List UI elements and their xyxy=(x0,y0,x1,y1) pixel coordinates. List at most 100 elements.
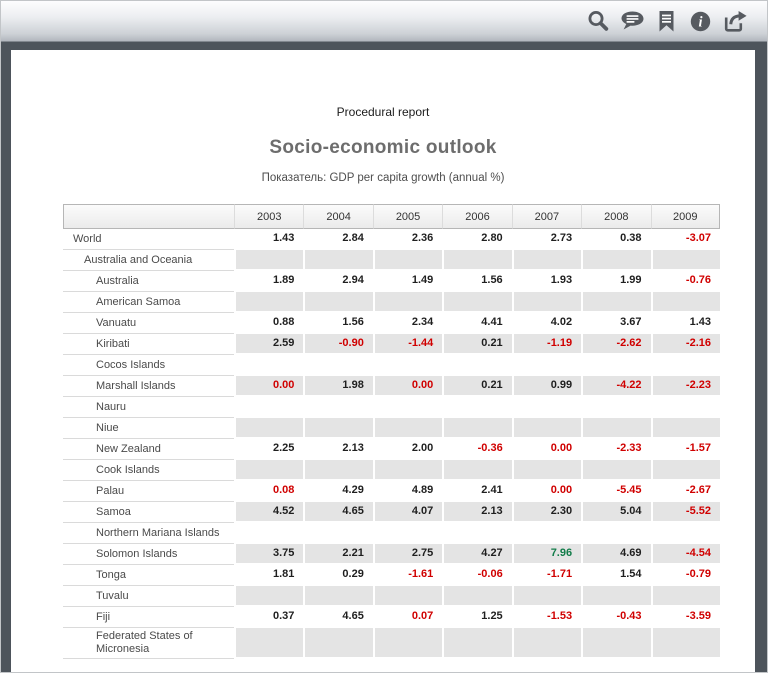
row-label: Kiribati xyxy=(63,334,234,355)
value-cell: 4.65 xyxy=(303,502,373,523)
value-cell: -2.23 xyxy=(650,376,720,397)
info-button[interactable]: i xyxy=(687,8,714,35)
value-cell: -3.07 xyxy=(650,229,720,250)
value-cell: 2.00 xyxy=(372,439,443,460)
value-cell xyxy=(303,292,373,313)
value-cell xyxy=(650,586,720,607)
value-cell xyxy=(303,523,373,544)
value-cell: 1.49 xyxy=(372,271,443,292)
value-cell xyxy=(303,397,373,418)
value-cell: 7.96 xyxy=(511,544,582,565)
value-cell: 2.25 xyxy=(234,439,304,460)
value-cell xyxy=(372,628,443,659)
value-cell: 3.75 xyxy=(234,544,304,565)
search-button[interactable] xyxy=(585,8,612,35)
value-cell: -0.90 xyxy=(303,334,373,355)
table-row: Kiribati 2.59 -0.90 -1.44 0.21 -1.19 -2.62 -2.1… xyxy=(63,334,720,355)
row-label: Fiji xyxy=(63,607,234,628)
value-cell: 1.43 xyxy=(234,229,304,250)
value-cell xyxy=(303,460,373,481)
value-cell xyxy=(511,628,582,659)
value-cell xyxy=(234,292,304,313)
value-cell xyxy=(581,250,651,271)
value-cell: 2.34 xyxy=(372,313,443,334)
value-cell: -0.36 xyxy=(442,439,512,460)
value-cell: -0.79 xyxy=(650,565,720,586)
value-cell: -2.62 xyxy=(581,334,651,355)
row-label: Nauru xyxy=(63,397,234,418)
table-row: Solomon Islands 3.75 2.21 2.75 4.27 7.96 4.69-… xyxy=(63,544,720,565)
export-button[interactable] xyxy=(721,8,748,35)
value-cell: 1.54 xyxy=(581,565,651,586)
value-cell xyxy=(303,250,373,271)
table-row: Australia 1.89 2.94 1.49 1.56 1.93 1.99 -0.76 xyxy=(63,271,720,292)
value-cell: 1.56 xyxy=(303,313,373,334)
value-cell: -0.76 xyxy=(650,271,720,292)
table-row: Tuvalu xyxy=(63,586,720,607)
value-cell xyxy=(511,418,582,439)
value-cell xyxy=(442,628,512,659)
value-cell: 2.84 xyxy=(303,229,373,250)
table-row: Federated States of Micronesia xyxy=(63,628,720,659)
table-row: Fiji 0.37 4.65 0.07 1.25 -1.53 -0.43 -3.59 xyxy=(63,607,720,628)
value-cell: 4.27 xyxy=(442,544,512,565)
year-header-cell: 2006 xyxy=(442,204,512,229)
value-cell xyxy=(442,250,512,271)
bookmark-button[interactable] xyxy=(653,8,680,35)
value-cell xyxy=(581,460,651,481)
value-cell xyxy=(581,397,651,418)
row-label: Niue xyxy=(63,418,234,439)
value-cell: 4.07 xyxy=(372,502,443,523)
value-cell xyxy=(234,397,304,418)
year-header-cell: 2004 xyxy=(303,204,373,229)
year-header-cell: 2008 xyxy=(581,204,651,229)
value-cell: 0.38 xyxy=(581,229,651,250)
value-cell xyxy=(372,397,443,418)
value-cell: 0.29 xyxy=(303,565,373,586)
row-label: Solomon Islands xyxy=(63,544,234,565)
value-cell xyxy=(234,250,304,271)
value-cell: -4.54 xyxy=(650,544,720,565)
value-cell: 0.00 xyxy=(511,439,582,460)
value-cell xyxy=(442,397,512,418)
value-cell: 2.13 xyxy=(303,439,373,460)
report-title: Socio-economic outlook xyxy=(269,137,497,158)
value-cell xyxy=(372,586,443,607)
comments-button[interactable] xyxy=(619,8,646,35)
value-cell: 2.75 xyxy=(372,544,443,565)
row-label: Marshall Islands xyxy=(63,376,234,397)
report-kicker: Procedural report xyxy=(336,105,430,119)
value-cell xyxy=(303,628,373,659)
value-cell xyxy=(372,250,443,271)
table-row: Vanuatu 0.88 1.56 2.34 4.41 4.02 3.67 1.43 xyxy=(63,313,720,334)
value-cell: 0.08 xyxy=(234,481,304,502)
value-cell xyxy=(234,460,304,481)
value-cell xyxy=(442,586,512,607)
value-cell: -1.57 xyxy=(650,439,720,460)
value-cell xyxy=(442,292,512,313)
value-cell xyxy=(303,586,373,607)
report-page: Procedural report Socio-economic outlook… xyxy=(11,50,755,672)
value-cell: 2.41 xyxy=(442,481,512,502)
value-cell xyxy=(511,586,582,607)
value-cell xyxy=(581,586,651,607)
value-cell: 2.73 xyxy=(511,229,582,250)
table-row: Palau 0.08 4.29 4.89 2.41 0.00 -5.45 -2.67 xyxy=(63,481,720,502)
table-header-row: 2003 2004 2005 2006 2007 2008 2009 xyxy=(63,204,720,229)
year-header-cell: 2005 xyxy=(372,204,443,229)
value-cell: 1.43 xyxy=(650,313,720,334)
row-label: Australia and Oceania xyxy=(63,250,234,271)
table-row: Samoa 4.52 4.65 4.07 2.13 2.30 5.04 -5.52 xyxy=(63,502,720,523)
value-cell: -1.71 xyxy=(511,565,582,586)
value-cell: -5.52 xyxy=(650,502,720,523)
viewer-area[interactable]: Procedural report Socio-economic outlook… xyxy=(1,42,767,672)
row-label: New Zealand xyxy=(63,439,234,460)
value-cell xyxy=(581,418,651,439)
value-cell: -4.22 xyxy=(581,376,651,397)
value-cell xyxy=(511,397,582,418)
value-cell: 0.21 xyxy=(442,376,512,397)
value-cell: 1.93 xyxy=(511,271,582,292)
value-cell xyxy=(442,355,512,376)
row-label: Cook Islands xyxy=(63,460,234,481)
info-icon: i xyxy=(690,11,711,31)
